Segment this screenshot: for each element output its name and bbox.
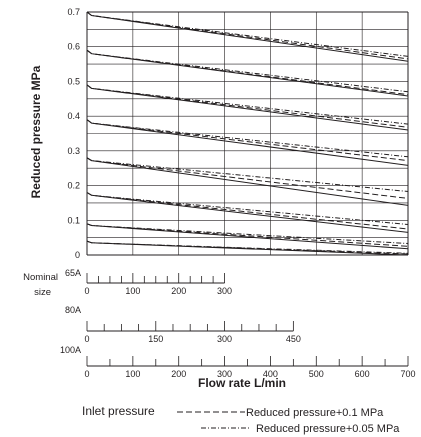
curve-dash-dot <box>86 84 409 125</box>
scale-tick-label: 200 <box>171 286 186 296</box>
scale-tick-label: 0 <box>84 286 89 296</box>
scale-tick-label: 300 <box>217 286 232 296</box>
legend-title: Inlet pressure <box>82 404 155 418</box>
curve-solid <box>86 11 409 62</box>
scale-tick-label: 150 <box>148 334 163 344</box>
x-axis-title: Flow rate L/min <box>198 376 286 390</box>
curve-dashed <box>86 157 409 199</box>
y-tick-label: 0.6 <box>67 42 80 52</box>
curve-solid <box>86 49 409 97</box>
scale-name-65A: 65A <box>65 268 81 278</box>
y-tick-label: 0.1 <box>67 215 80 225</box>
scale-tick-label: 600 <box>355 369 370 379</box>
y-tick-label: 0.2 <box>67 181 80 191</box>
y-tick-label: 0.4 <box>67 111 80 121</box>
legend-entry-dash-dot: Reduced pressure+0.05 MPa <box>256 423 400 435</box>
nominal-size-label-line1: Nominal <box>23 272 58 283</box>
y-tick-label: 0.3 <box>67 146 80 156</box>
curve-solid <box>86 119 409 166</box>
scale-tick-label: 300 <box>217 369 232 379</box>
scale-tick-label: 0 <box>84 334 89 344</box>
nominal-size-label-line2: size <box>34 287 51 298</box>
legend: Inlet pressure Reduced pressure+0.1 MPa … <box>82 404 400 435</box>
scale-tick-label: 300 <box>217 334 232 344</box>
scale-tick-label: 0 <box>84 369 89 379</box>
plot-grid <box>86 11 409 256</box>
scale-tick-label: 400 <box>263 369 278 379</box>
curve-dashed <box>86 192 409 230</box>
curve-solid <box>86 84 409 131</box>
scale-tick-label: 500 <box>309 369 324 379</box>
curve-dash-dot <box>86 192 409 225</box>
y-tick-label: 0 <box>75 250 80 260</box>
curve-solid <box>86 223 409 250</box>
curve-dash-dot <box>86 119 409 158</box>
curve-solid <box>86 240 409 256</box>
y-tick-label: 0.5 <box>67 76 80 86</box>
scale-tick-label: 700 <box>400 369 415 379</box>
scale-tick-label: 200 <box>171 369 186 379</box>
curve-solid <box>86 157 409 206</box>
curve-dash-dot <box>86 11 409 57</box>
y-tick-label: 0.7 <box>67 7 80 17</box>
curve-dash-dot <box>86 157 409 192</box>
y-axis-title: Reduced pressure MPa <box>29 65 43 198</box>
scale-tick-label: 100 <box>125 286 140 296</box>
pressure-curves <box>86 11 409 256</box>
y-axis-ticks: 0 0.1 0.2 0.3 0.4 0.5 0.6 0.7 <box>67 7 80 260</box>
scale-tick-label: 100 <box>125 369 140 379</box>
curve-solid <box>86 192 409 233</box>
scale-name-100A: 100A <box>60 345 81 355</box>
scale-name-80A: 80A <box>65 305 81 315</box>
curve-dash-dot <box>86 49 409 93</box>
scale-tick-label: 450 <box>286 334 301 344</box>
legend-entry-dashed: Reduced pressure+0.1 MPa <box>246 407 384 419</box>
